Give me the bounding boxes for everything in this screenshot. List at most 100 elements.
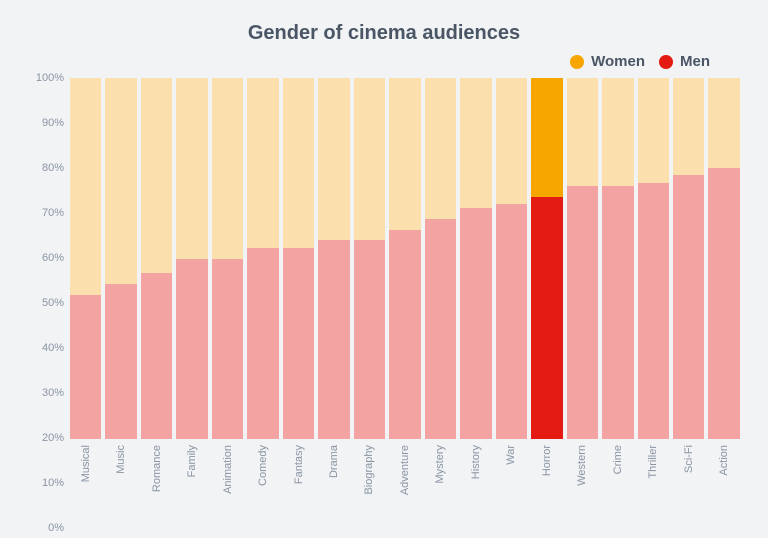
bar-segment-men bbox=[247, 248, 278, 439]
bar-column bbox=[673, 78, 704, 439]
bar-stack bbox=[531, 78, 562, 439]
x-axis-label: Drama bbox=[328, 445, 340, 478]
x-label-cell: Adventure bbox=[389, 443, 420, 528]
bar-column bbox=[212, 78, 243, 439]
bar-segment-women bbox=[425, 78, 456, 219]
bar-column bbox=[602, 78, 633, 439]
bar-column bbox=[567, 78, 598, 439]
bar-segment-women bbox=[531, 78, 562, 197]
bar-segment-women bbox=[105, 78, 136, 284]
x-label-cell: Biography bbox=[354, 443, 385, 528]
x-axis-label: Thriller bbox=[647, 445, 659, 479]
bar-stack bbox=[283, 78, 314, 439]
bar-stack bbox=[496, 78, 527, 439]
bar-stack bbox=[708, 78, 739, 439]
bar-column bbox=[389, 78, 420, 439]
x-label-cell: Drama bbox=[318, 443, 349, 528]
bar-segment-women bbox=[283, 78, 314, 248]
x-label-cell: History bbox=[460, 443, 491, 528]
bar-segment-men bbox=[425, 219, 456, 439]
bar-stack bbox=[673, 78, 704, 439]
bar-segment-men bbox=[389, 230, 420, 439]
x-axis-label: War bbox=[505, 445, 517, 465]
bar-segment-women bbox=[638, 78, 669, 183]
bar-column bbox=[496, 78, 527, 439]
x-label-cell: Animation bbox=[212, 443, 243, 528]
x-axis-label: History bbox=[470, 445, 482, 479]
x-axis-label: Musical bbox=[80, 445, 92, 482]
legend-swatch-men bbox=[659, 55, 673, 69]
bar-segment-men bbox=[105, 284, 136, 439]
bar-column bbox=[531, 78, 562, 439]
bar-segment-men bbox=[531, 197, 562, 439]
bar-column bbox=[141, 78, 172, 439]
bar-column bbox=[70, 78, 101, 439]
bar-stack bbox=[141, 78, 172, 439]
bar-column bbox=[318, 78, 349, 439]
x-axis-label: Horror bbox=[541, 445, 553, 476]
x-axis-label: Music bbox=[115, 445, 127, 474]
x-label-cell: Fantasy bbox=[283, 443, 314, 528]
bar-segment-women bbox=[673, 78, 704, 175]
bar-stack bbox=[638, 78, 669, 439]
bar-segment-women bbox=[176, 78, 207, 259]
bar-stack bbox=[70, 78, 101, 439]
bar-segment-men bbox=[283, 248, 314, 439]
legend-item-women: Women bbox=[570, 53, 645, 70]
bar-segment-men bbox=[70, 295, 101, 439]
bar-segment-men bbox=[638, 183, 669, 439]
bars-row bbox=[70, 78, 740, 439]
x-label-cell: War bbox=[496, 443, 527, 528]
bar-segment-women bbox=[602, 78, 633, 186]
bar-column bbox=[708, 78, 739, 439]
chart-title: Gender of cinema audiences bbox=[28, 22, 740, 45]
y-tick: 100% bbox=[36, 72, 64, 84]
y-tick: 50% bbox=[42, 297, 64, 309]
bar-segment-women bbox=[141, 78, 172, 273]
bar-column bbox=[425, 78, 456, 439]
y-tick: 90% bbox=[42, 117, 64, 129]
y-tick: 0% bbox=[48, 522, 64, 534]
bar-segment-men bbox=[354, 240, 385, 439]
bar-stack bbox=[176, 78, 207, 439]
x-axis-label: Animation bbox=[222, 445, 234, 494]
legend-label-men: Men bbox=[680, 53, 710, 70]
bar-stack bbox=[567, 78, 598, 439]
bar-stack bbox=[389, 78, 420, 439]
bar-segment-women bbox=[247, 78, 278, 248]
x-label-cell: Western bbox=[567, 443, 598, 528]
y-axis: 100%90%80%70%60%50%40%30%20%10%0% bbox=[28, 78, 70, 528]
x-label-cell: Music bbox=[105, 443, 136, 528]
x-axis-label: Western bbox=[576, 445, 588, 486]
y-tick: 20% bbox=[42, 432, 64, 444]
bar-segment-men bbox=[141, 273, 172, 439]
bar-segment-women bbox=[708, 78, 739, 168]
bar-segment-women bbox=[460, 78, 491, 208]
bar-column bbox=[176, 78, 207, 439]
x-axis-label: Biography bbox=[363, 445, 375, 495]
bar-column bbox=[638, 78, 669, 439]
x-axis-labels: MusicalMusicRomanceFamilyAnimationComedy… bbox=[70, 443, 740, 528]
x-axis-label: Adventure bbox=[399, 445, 411, 495]
chart-legend: Women Men bbox=[28, 53, 740, 70]
x-axis-label: Comedy bbox=[257, 445, 269, 486]
x-axis-label: Romance bbox=[151, 445, 163, 492]
bar-stack bbox=[602, 78, 633, 439]
bar-column bbox=[460, 78, 491, 439]
bar-segment-men bbox=[496, 204, 527, 439]
bar-segment-women bbox=[354, 78, 385, 240]
x-label-cell: Musical bbox=[70, 443, 101, 528]
y-tick: 40% bbox=[42, 342, 64, 354]
x-label-cell: Thriller bbox=[638, 443, 669, 528]
x-label-cell: Horror bbox=[531, 443, 562, 528]
plot-area: 100%90%80%70%60%50%40%30%20%10%0% Musica… bbox=[28, 78, 740, 528]
bar-segment-men bbox=[460, 208, 491, 439]
bar-segment-women bbox=[70, 78, 101, 295]
bar-segment-women bbox=[318, 78, 349, 240]
bar-column bbox=[105, 78, 136, 439]
y-tick: 10% bbox=[42, 477, 64, 489]
bar-segment-men bbox=[708, 168, 739, 439]
chart-container: Gender of cinema audiences Women Men 100… bbox=[0, 0, 768, 538]
x-label-cell: Action bbox=[708, 443, 739, 528]
bar-segment-men bbox=[176, 259, 207, 440]
